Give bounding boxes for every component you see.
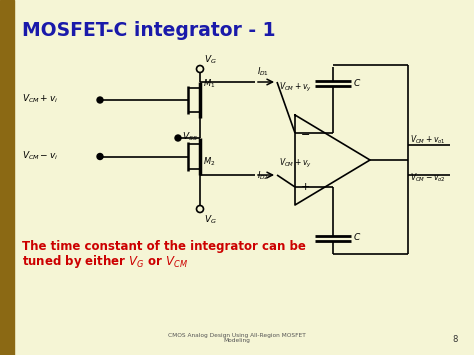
Text: 8: 8	[452, 335, 458, 344]
Circle shape	[97, 153, 103, 159]
Bar	[0, 0, 14, 355]
Text: $V_{CM}+v_y$: $V_{CM}+v_y$	[279, 157, 312, 169]
Text: CMOS Analog Design Using All-Region MOSFET
Modeling: CMOS Analog Design Using All-Region MOSF…	[168, 333, 306, 343]
Text: $-$: $-$	[300, 128, 310, 138]
Text: MOSFET-C integrator - 1: MOSFET-C integrator - 1	[22, 21, 275, 39]
Text: $V_G$: $V_G$	[204, 54, 217, 66]
Text: C: C	[354, 78, 360, 87]
Circle shape	[175, 135, 181, 141]
Text: $M_1$: $M_1$	[203, 77, 215, 89]
Text: $V_{CM}-v_{o2}$: $V_{CM}-v_{o2}$	[410, 171, 446, 184]
Text: $I_{D1}$: $I_{D1}$	[257, 65, 269, 77]
Text: $I_{D2}$: $I_{D2}$	[257, 169, 269, 181]
Text: $V_{CM}+v_{o1}$: $V_{CM}+v_{o1}$	[410, 133, 446, 146]
Text: tuned by either $V_G$ or $V_{CM}$: tuned by either $V_G$ or $V_{CM}$	[22, 253, 188, 270]
Text: $+$: $+$	[300, 181, 310, 192]
Text: $V_{SS}$: $V_{SS}$	[182, 131, 198, 143]
Text: The time constant of the integrator can be: The time constant of the integrator can …	[22, 240, 306, 253]
Text: $V_{CM}-v_i$: $V_{CM}-v_i$	[22, 149, 58, 162]
Circle shape	[97, 97, 103, 103]
Text: $V_{CM}+v_i$: $V_{CM}+v_i$	[22, 93, 58, 105]
Text: $M_2$: $M_2$	[203, 156, 215, 169]
Text: C: C	[354, 234, 360, 242]
Text: $V_{CM}+v_y$: $V_{CM}+v_y$	[279, 81, 312, 94]
Text: $V_G$: $V_G$	[204, 214, 217, 226]
